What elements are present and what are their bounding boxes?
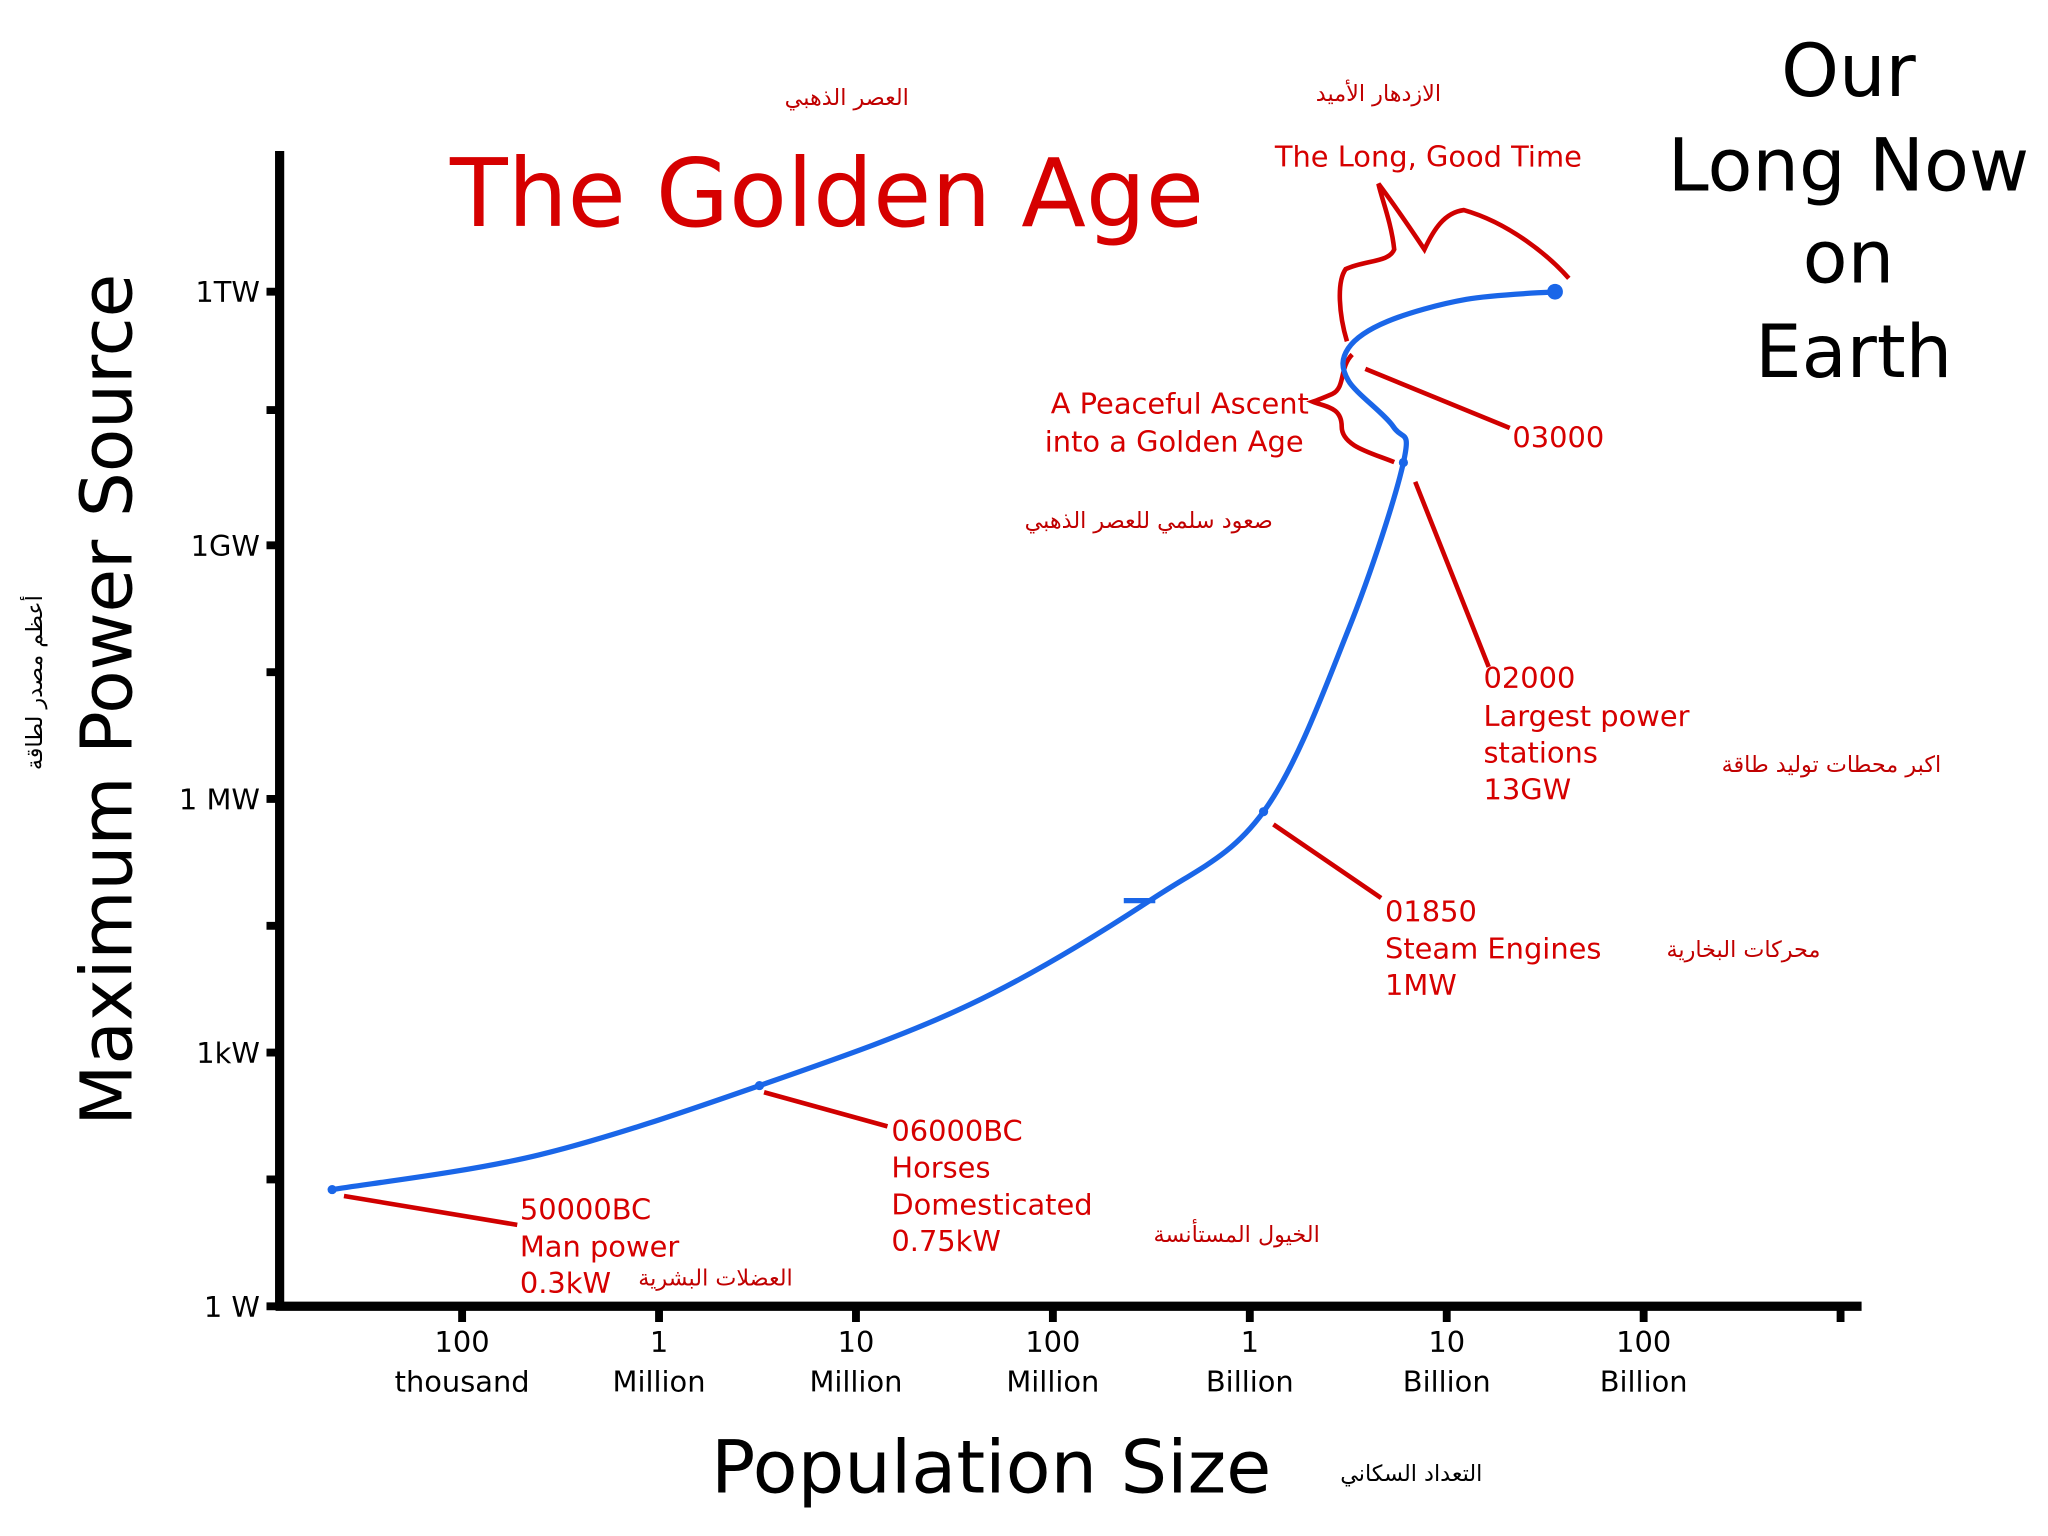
axes	[275, 150, 1862, 1311]
svg-text:Largest power: Largest power	[1483, 699, 1689, 733]
annotation-50000bc: 50000BC Man power 0.3kW العضلات البشرية	[520, 1193, 793, 1301]
svg-text:Long Now: Long Now	[1668, 123, 2029, 208]
svg-text:on: on	[1803, 215, 1895, 300]
svg-text:0.75kW: 0.75kW	[891, 1224, 1001, 1258]
x-tick-label: Million	[809, 1365, 902, 1399]
x-tick-label: 100	[1616, 1325, 1671, 1359]
svg-text:Our: Our	[1781, 29, 1916, 114]
svg-text:into a Golden Age: into a Golden Age	[1045, 425, 1304, 459]
svg-text:الخيول المستأنسة: الخيول المستأنسة	[1154, 1219, 1320, 1248]
long-good-time-label: The Long, Good Time	[1274, 140, 1582, 174]
svg-text:stations: stations	[1483, 736, 1597, 770]
svg-text:01850: 01850	[1385, 895, 1477, 929]
svg-text:03000: 03000	[1512, 421, 1604, 455]
svg-text:A Peaceful Ascent: A Peaceful Ascent	[1051, 387, 1309, 421]
y-axis-title: Maximum Power Source	[65, 274, 148, 1126]
x-tick-label: 1	[1241, 1325, 1259, 1359]
peaceful-ascent-brace	[1306, 352, 1396, 465]
annotation-03000: 03000	[1512, 421, 1604, 455]
series-line	[329, 289, 1558, 1193]
corner-title: Our Long Now on Earth	[1668, 29, 2029, 395]
svg-text:06000BC: 06000BC	[891, 1114, 1022, 1148]
x-tick-label: thousand	[395, 1365, 530, 1399]
x-tick-label: 10	[838, 1325, 875, 1359]
title-arabic: العصر الذهبي	[785, 85, 909, 111]
y-tick-label: 1GW	[191, 529, 260, 563]
svg-text:Steam Engines: Steam Engines	[1385, 931, 1601, 965]
svg-text:Man power: Man power	[520, 1229, 679, 1263]
annotation-06000bc: 06000BC Horses Domesticated 0.75kW الخيو…	[891, 1114, 1319, 1258]
y-tick-label: 1TW	[195, 275, 260, 309]
svg-text:13GW: 13GW	[1483, 773, 1571, 807]
chart-title: The Golden Age	[449, 139, 1204, 249]
y-tick-label: 1kW	[196, 1036, 260, 1070]
data-point	[1258, 807, 1269, 817]
svg-text:Earth: Earth	[1755, 310, 1952, 395]
x-tick-label: Million	[613, 1365, 706, 1399]
data-point	[1547, 283, 1563, 300]
svg-text:Maximum Power Source: Maximum Power Source	[65, 274, 148, 1126]
svg-text:1MW: 1MW	[1385, 968, 1457, 1002]
x-tick-label: 1	[650, 1325, 668, 1359]
x-tick-label: Billion	[1600, 1365, 1688, 1399]
svg-text:0.3kW: 0.3kW	[520, 1266, 611, 1300]
leader-lines	[343, 366, 1511, 1228]
x-tick-label: 100	[435, 1325, 490, 1359]
annotation-01850: 01850 Steam Engines 1MW محركات البخارية	[1385, 895, 1820, 1003]
svg-text:أعظم مصدر لطاقة: أعظم مصدر لطاقة	[20, 595, 48, 770]
annotation-02000: 02000 Largest power stations 13GW اكبر م…	[1483, 661, 1941, 807]
long-good-time-arabic: الازدهار الأميد	[1316, 79, 1441, 107]
y-axis-title-arabic: أعظم مصدر لطاقة	[20, 595, 48, 770]
data-point	[1398, 457, 1408, 468]
data-point	[327, 1184, 337, 1195]
x-axis-title: Population Size	[711, 1426, 1271, 1511]
peaceful-ascent-label: A Peaceful Ascent into a Golden Age	[1045, 387, 1309, 459]
peaceful-ascent-arabic: صعود سلمي للعصر الذهبي	[1025, 508, 1273, 534]
x-axis-title-arabic: التعداد السكاني	[1340, 1461, 1482, 1487]
data-point	[754, 1080, 765, 1091]
svg-text:02000: 02000	[1483, 661, 1575, 695]
svg-text:اكبر محطات توليد طاقة: اكبر محطات توليد طاقة	[1722, 752, 1942, 778]
y-tick-label: 1 MW	[179, 782, 260, 816]
svg-text:محركات البخارية: محركات البخارية	[1666, 937, 1820, 963]
x-tick-label: 10	[1428, 1325, 1465, 1359]
svg-text:Horses: Horses	[891, 1151, 990, 1185]
svg-text:50000BC: 50000BC	[520, 1193, 651, 1227]
svg-text:العضلات البشرية: العضلات البشرية	[638, 1265, 793, 1291]
y-tick-label: 1 W	[204, 1290, 260, 1324]
x-tick-label: 100	[1025, 1325, 1080, 1359]
x-tick-label: Billion	[1206, 1365, 1294, 1399]
svg-text:Domesticated: Domesticated	[891, 1187, 1092, 1221]
x-tick-label: Billion	[1403, 1365, 1491, 1399]
x-tick-label: Million	[1006, 1365, 1099, 1399]
long-good-time-brace	[1337, 182, 1571, 342]
